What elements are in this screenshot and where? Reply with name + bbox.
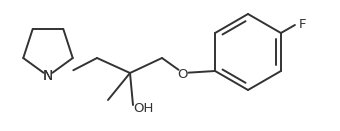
Text: O: O bbox=[178, 67, 188, 81]
Text: OH: OH bbox=[133, 102, 153, 116]
Text: N: N bbox=[43, 69, 53, 83]
Text: N: N bbox=[43, 69, 53, 83]
Text: F: F bbox=[299, 18, 307, 31]
